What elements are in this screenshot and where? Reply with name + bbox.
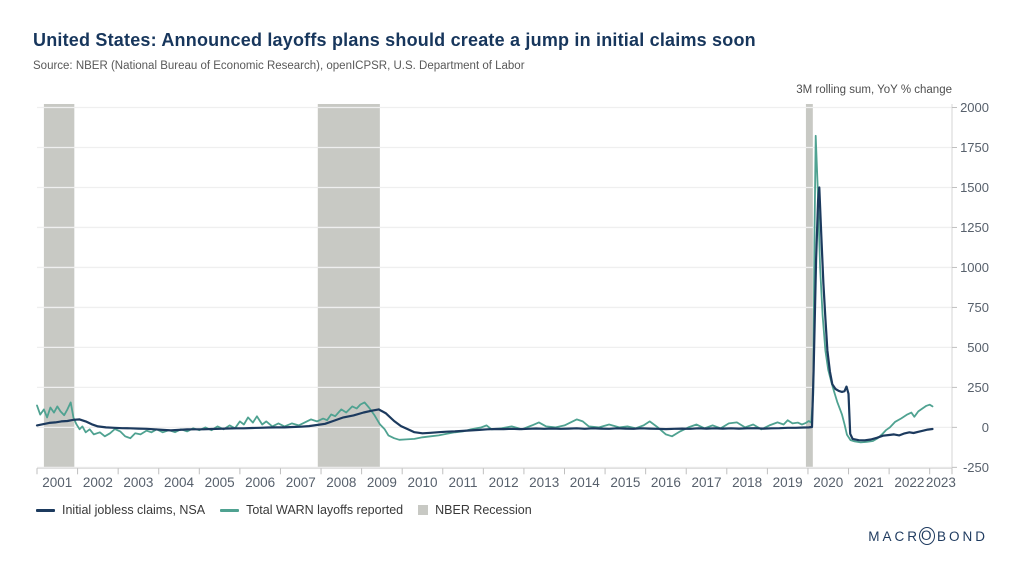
y-tick-label: 1750 [960,140,989,155]
legend-item: Initial jobless claims, NSA [36,503,205,517]
x-tick-label: 2005 [205,475,235,490]
x-tick-label: 2007 [286,475,316,490]
legend-item: Total WARN layoffs reported [220,503,403,517]
x-tick-label: 2009 [367,475,397,490]
x-tick-label: 2006 [245,475,275,490]
x-tick-label: 2010 [407,475,437,490]
legend-box-swatch-icon [418,505,429,515]
y-axis-units-label: 3M rolling sum, YoY % change [796,84,952,96]
x-tick-label: 2002 [83,475,113,490]
y-tick-label: 250 [967,380,989,395]
x-tick-label: 2020 [813,475,843,490]
x-tick-label: 2021 [854,475,884,490]
x-tick-label: 2016 [651,475,681,490]
chart-legend: Initial jobless claims, NSA Total WARN la… [36,503,532,517]
recession-band [805,104,813,469]
y-tick-label: 0 [982,420,989,435]
x-tick-label: 2022 [894,475,924,490]
source-caption: Source: NBER (National Bureau of Economi… [33,60,525,72]
x-tick-label: 2003 [123,475,153,490]
x-tick-label: 2004 [164,475,195,490]
x-tick-label: 2019 [773,475,803,490]
legend-line-swatch-icon [220,508,240,512]
legend-item: NBER Recession [418,503,532,517]
macrobond-logo: MACR O BOND [868,527,988,545]
logo-text-post: BOND [936,528,988,544]
series-line-total-warn-layoffs-reported [36,134,934,444]
x-tick-label: 2012 [489,475,519,490]
legend-label: Initial jobless claims, NSA [62,503,206,517]
x-tick-label: 2023 [926,475,956,490]
x-tick-label: 2014 [570,475,601,490]
y-tick-label: 2000 [960,100,989,115]
y-tick-label: 1000 [960,260,989,275]
x-tick-label: 2017 [691,475,721,490]
y-tick-label: 750 [967,300,989,315]
page-title: United States: Announced layoffs plans s… [33,30,756,50]
recession-band [317,104,380,469]
x-tick-label: 2011 [449,475,478,490]
y-tick-label: -250 [963,460,989,475]
series-line-initial-jobless-claims-nsa [35,186,934,442]
x-tick-label: 2008 [326,475,356,490]
x-tick-label: 2018 [732,475,762,490]
x-tick-label: 2001 [42,475,72,490]
x-tick-label: 2015 [610,475,640,490]
y-tick-label: 1500 [960,180,989,195]
legend-label: Total WARN layoffs reported [246,503,404,517]
logo-text-pre: MACR [868,528,920,544]
y-tick-label: 500 [967,340,989,355]
logo-circled-o-icon: O [918,527,935,545]
legend-label: NBER Recession [435,503,532,517]
x-tick-label: 2013 [529,475,559,490]
y-tick-label: 1250 [960,220,989,235]
legend-line-swatch-icon [36,508,55,512]
